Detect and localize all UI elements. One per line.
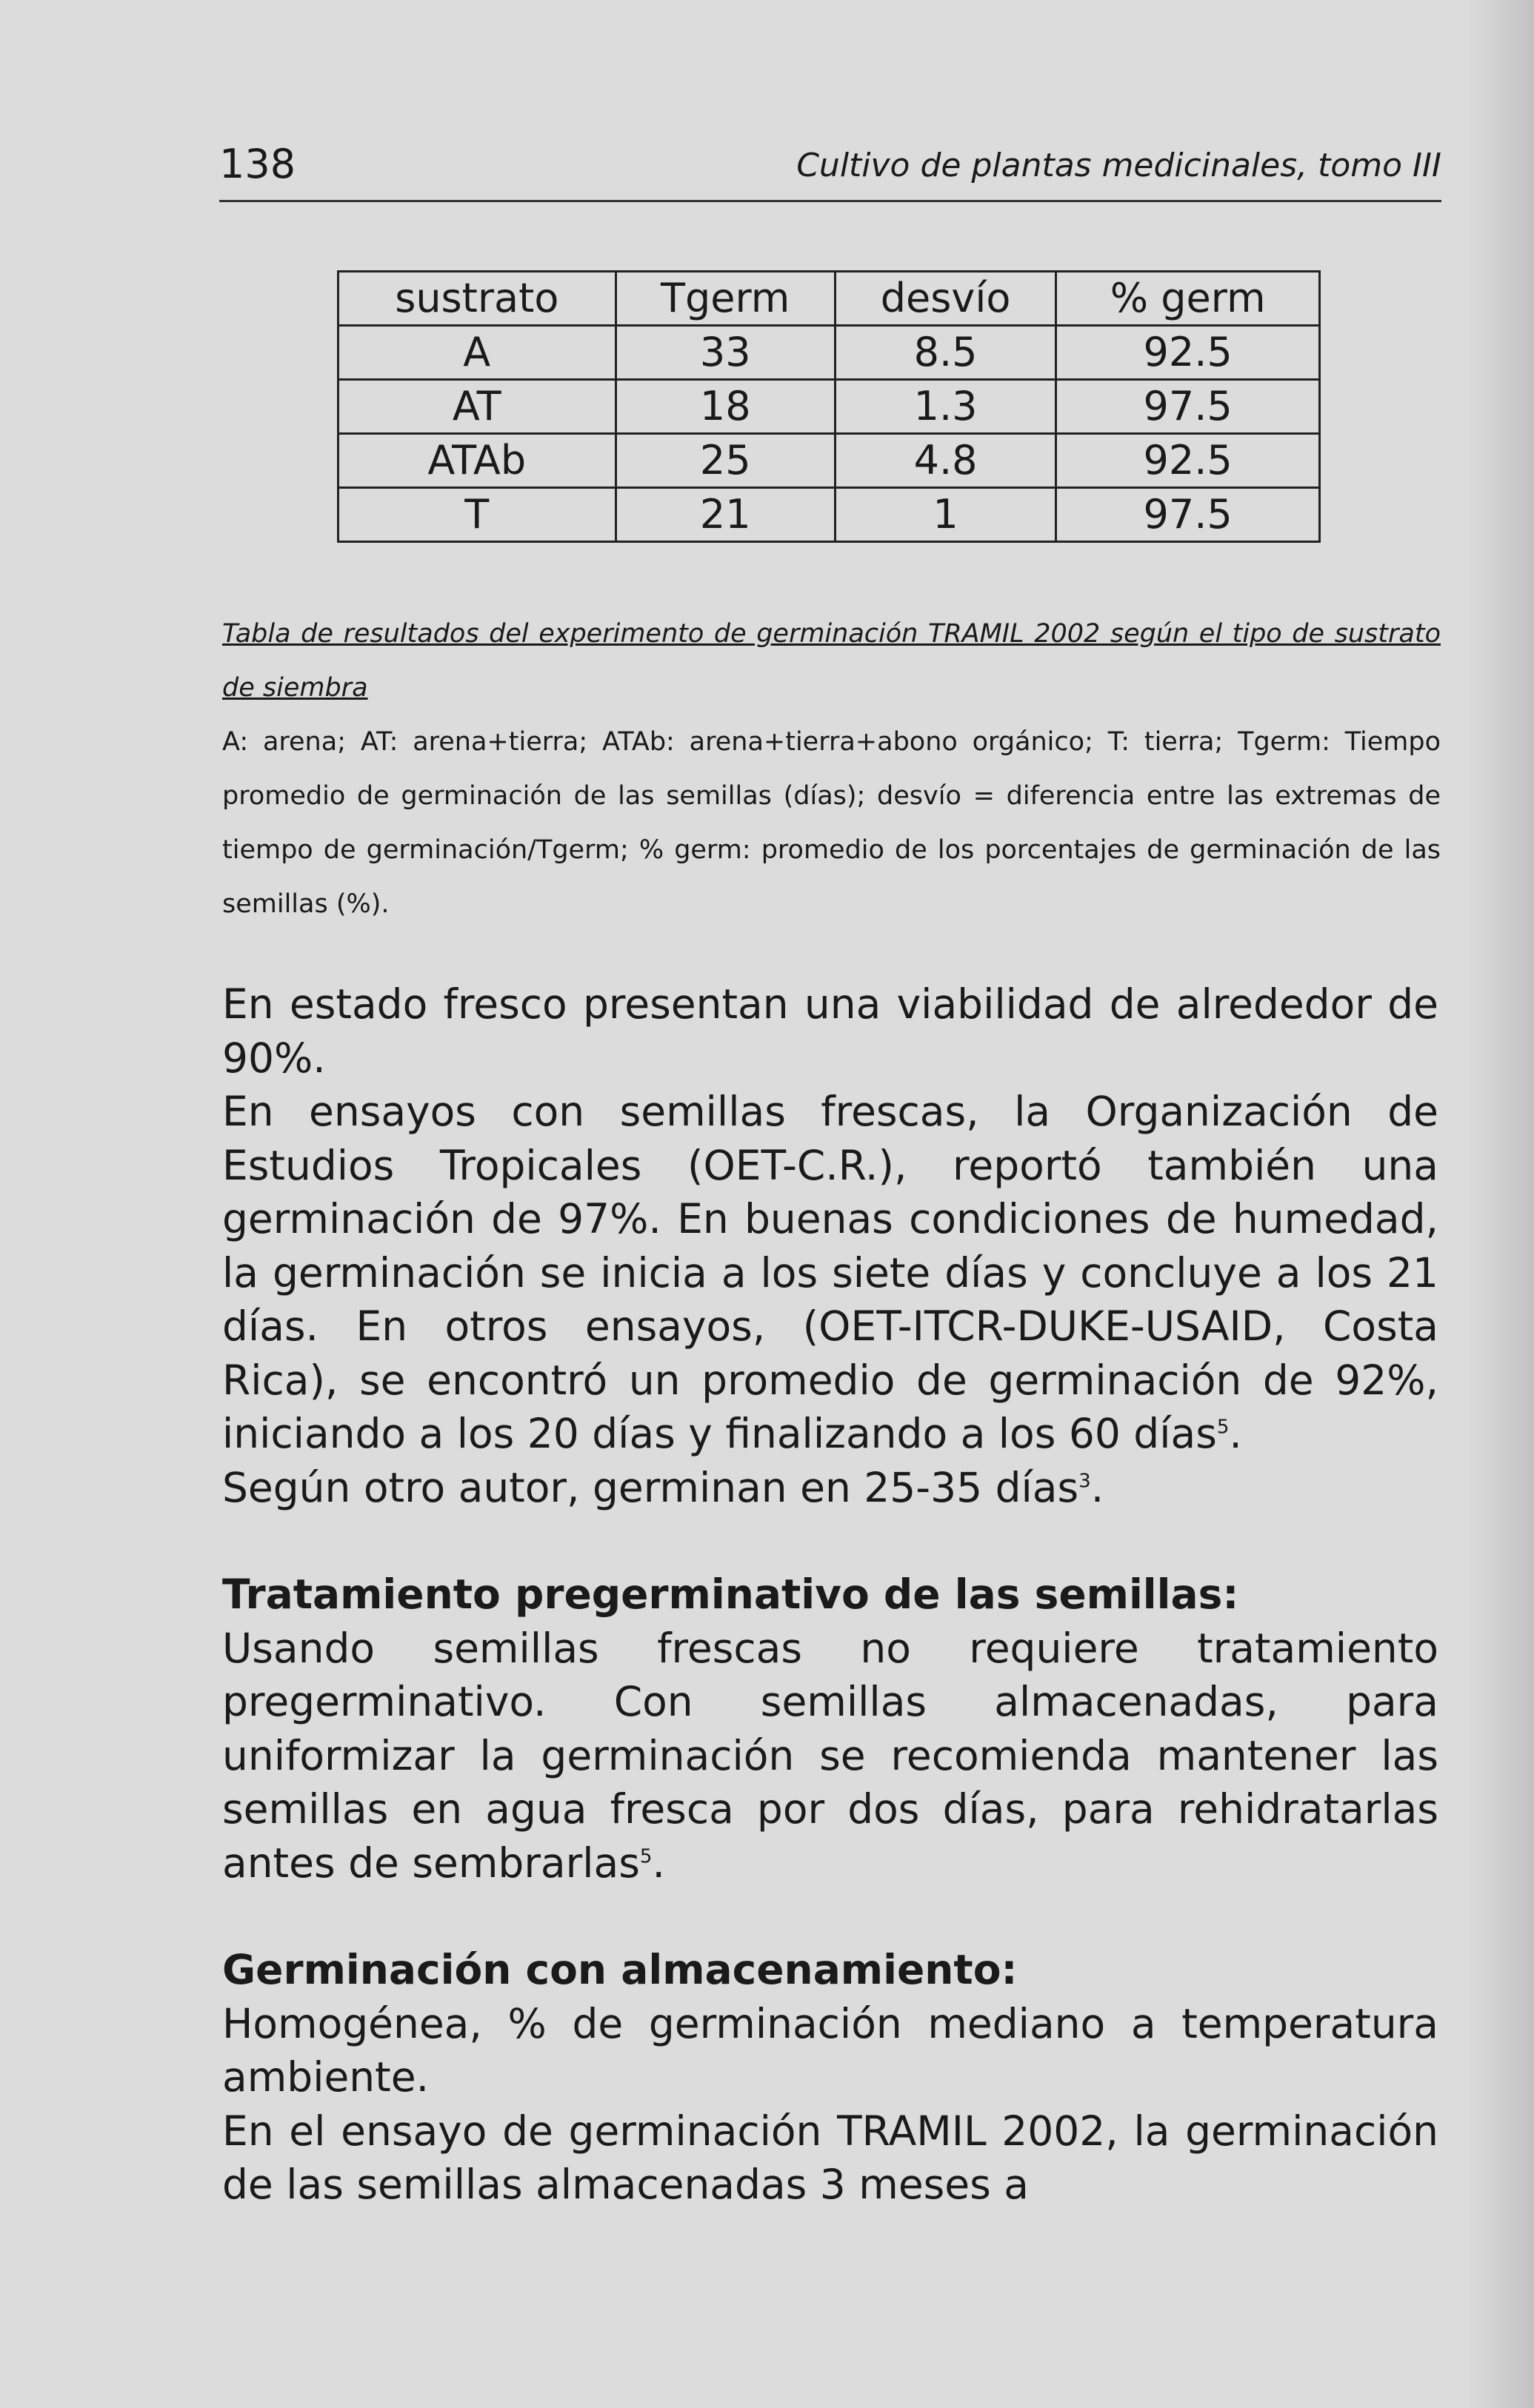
paragraph-text: Según otro autor, germinan en 25-35 días	[222, 1463, 1079, 1511]
paragraph: Según otro autor, germinan en 25-35 días…	[222, 1461, 1438, 1515]
table-row: T 21 1 97.5	[337, 486, 1321, 543]
table-cell: 92.5	[1055, 324, 1321, 381]
body-text: En estado fresco presentan una viabilida…	[222, 977, 1438, 2212]
paragraph: En ensayos con semillas frescas, la Orga…	[222, 1085, 1438, 1461]
column-header: desvío	[833, 270, 1058, 327]
punctuation: .	[652, 1839, 665, 1887]
table-cell: T	[337, 486, 617, 543]
table-cell: 1.3	[833, 378, 1058, 435]
reference-number: 5	[639, 1845, 653, 1868]
table-cell: 21	[614, 486, 836, 543]
column-header: % germ	[1055, 270, 1321, 327]
page-number: 138	[219, 141, 296, 187]
table-row: ATAb 25 4.8 92.5	[337, 432, 1321, 489]
punctuation: .	[1090, 1463, 1104, 1511]
table-row: A 33 8.5 92.5	[337, 324, 1321, 381]
caption-legend: A: arena; AT: arena+tierra; ATAb: arena+…	[222, 727, 1441, 919]
table-row: AT 18 1.3 97.5	[337, 378, 1321, 435]
punctuation: .	[1229, 1410, 1242, 1457]
column-header: Tgerm	[614, 270, 836, 327]
page-edge-shadow	[1467, 0, 1534, 2408]
table-cell: AT	[337, 378, 617, 435]
table-cell: A	[337, 324, 617, 381]
caption-title: Tabla de resultados del experimento de g…	[222, 619, 1441, 703]
table-cell: 33	[614, 324, 836, 381]
table-cell: 18	[614, 378, 836, 435]
column-header: sustrato	[337, 270, 617, 327]
page-header: 138 Cultivo de plantas medicinales, tomo…	[219, 141, 1441, 202]
paragraph: En estado fresco presentan una viabilida…	[222, 980, 1438, 1082]
section-heading: Germinación con almacenamiento:	[222, 1946, 1018, 1993]
table-cell: 97.5	[1055, 378, 1321, 435]
table-caption: Tabla de resultados del experimento de g…	[222, 607, 1441, 932]
paragraph-text: Usando semillas frescas no requiere trat…	[222, 1624, 1438, 1887]
running-title: Cultivo de plantas medicinales, tomo III	[796, 147, 1441, 184]
table-cell: 8.5	[833, 324, 1058, 381]
table-cell: 1	[833, 486, 1058, 543]
paragraph: Usando semillas frescas no requiere trat…	[222, 1622, 1438, 1890]
table-cell: 4.8	[833, 432, 1058, 489]
table-header-row: sustrato Tgerm desvío % germ	[337, 270, 1321, 327]
table-cell: ATAb	[337, 432, 617, 489]
reference-number: 5	[1216, 1416, 1230, 1439]
paragraph-text: En ensayos con semillas frescas, la Orga…	[222, 1088, 1438, 1457]
table-cell: 92.5	[1055, 432, 1321, 489]
paragraph: Homogénea, % de germinación mediano a te…	[222, 1999, 1438, 2101]
table-cell: 25	[614, 432, 836, 489]
results-table: sustrato Tgerm desvío % germ A 33 8.5 92…	[337, 270, 1321, 543]
paragraph: En el ensayo de germinación TRAMIL 2002,…	[222, 2107, 1438, 2209]
section-heading: Tratamiento pregerminativo de las semill…	[222, 1571, 1239, 1618]
reference-number: 3	[1078, 1470, 1091, 1493]
table-cell: 97.5	[1055, 486, 1321, 543]
